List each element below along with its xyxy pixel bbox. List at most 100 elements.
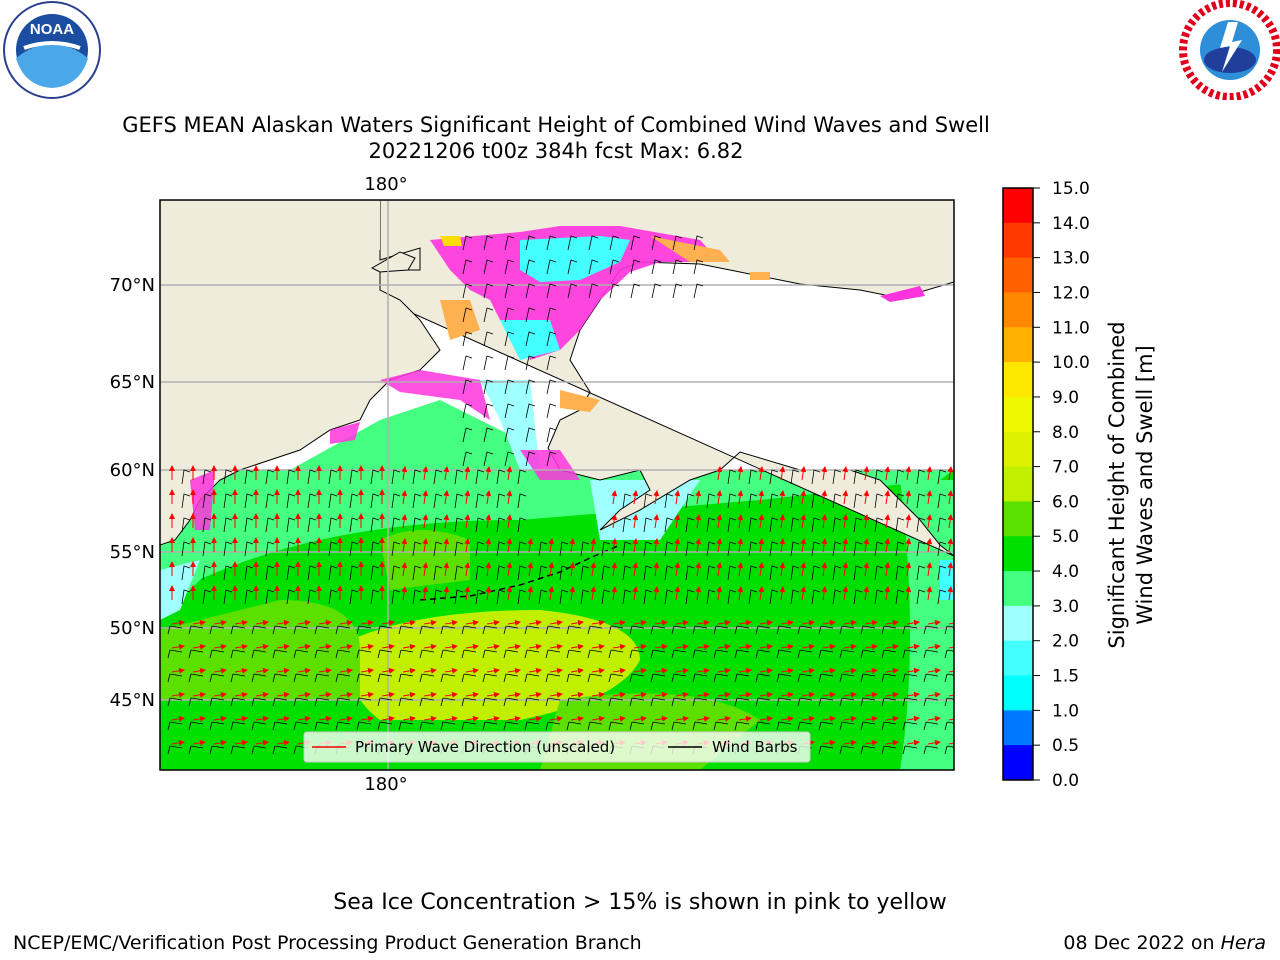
wave-direction-arrow xyxy=(780,619,794,626)
wave-direction-arrow xyxy=(339,667,353,674)
wave-direction-arrow xyxy=(506,538,513,553)
wind-barb xyxy=(664,565,674,581)
wind-barb xyxy=(504,451,515,467)
wind-barb xyxy=(916,541,926,557)
wave-direction-arrow xyxy=(465,691,479,698)
wave-direction-arrow xyxy=(234,619,248,626)
wind-barb xyxy=(546,427,557,443)
wind-barb xyxy=(545,697,561,707)
wind-barb xyxy=(706,517,716,533)
wind-barb xyxy=(567,259,578,275)
wave-direction-arrow xyxy=(843,667,857,674)
wave-direction-arrow xyxy=(947,490,954,505)
wind-barb xyxy=(818,625,834,635)
colorbar-segment xyxy=(1003,710,1033,746)
wind-barb xyxy=(251,649,267,659)
wind-barb xyxy=(923,745,939,755)
wind-barb xyxy=(832,589,842,605)
wind-barb xyxy=(286,469,296,485)
wind-barb xyxy=(629,673,645,683)
wave-direction-arrow xyxy=(528,643,542,650)
wave-direction-arrow xyxy=(318,715,332,722)
wind-barb xyxy=(538,565,548,581)
machine-name: Hera xyxy=(1220,932,1266,954)
wind-barb xyxy=(356,697,372,707)
wave-direction-arrow xyxy=(906,667,920,674)
wind-barb xyxy=(202,589,212,605)
wind-barb xyxy=(748,541,758,557)
wind-barb xyxy=(475,517,485,533)
wave-direction-arrow xyxy=(864,715,878,722)
wind-barb xyxy=(483,259,494,275)
wave-direction-arrow xyxy=(423,643,437,650)
wave-direction-arrow xyxy=(843,691,857,698)
wind-barb xyxy=(244,493,254,509)
wind-barb xyxy=(482,673,498,683)
wave-direction-arrow xyxy=(716,490,723,505)
wave-direction-arrow xyxy=(527,538,534,553)
wind-barb xyxy=(895,469,905,485)
wind-barb xyxy=(959,518,967,532)
wind-barb xyxy=(419,649,435,659)
wind-barb xyxy=(307,565,317,581)
lat-label-65: 65°N xyxy=(110,372,155,393)
wave-direction-arrow xyxy=(738,619,752,626)
wind-barb xyxy=(545,625,561,635)
wind-barb xyxy=(546,451,557,467)
wind-barb xyxy=(608,697,624,707)
wave-direction-arrow xyxy=(675,715,689,722)
wind-barb xyxy=(790,589,800,605)
wind-barb xyxy=(223,589,233,605)
wave-direction-arrow xyxy=(758,562,765,577)
wave-direction-arrow xyxy=(234,739,248,746)
wind-barb xyxy=(650,625,666,635)
wind-barb xyxy=(546,283,557,299)
wind-barb xyxy=(525,379,536,395)
wind-barb xyxy=(230,697,246,707)
wave-direction-arrow xyxy=(716,562,723,577)
wave-direction-arrow xyxy=(485,466,492,481)
wind-barb xyxy=(860,745,876,755)
wave-direction-arrow xyxy=(213,691,227,698)
wave-direction-arrow xyxy=(255,715,269,722)
wind-barb xyxy=(609,235,620,251)
colorbar-tick-label: 9.0 xyxy=(1052,388,1079,408)
wave-direction-arrow xyxy=(549,619,563,626)
wave-direction-arrow xyxy=(779,562,786,577)
wind-barb xyxy=(356,649,372,659)
wind-barb xyxy=(504,355,515,371)
wind-barb xyxy=(504,427,515,443)
wind-barb xyxy=(860,649,876,659)
colorbar-tick-label: 1.0 xyxy=(1052,701,1079,721)
wind-barb xyxy=(517,541,527,557)
wind-barb xyxy=(902,673,918,683)
wind-barb xyxy=(748,565,758,581)
wind-barb xyxy=(672,259,683,275)
wind-barb xyxy=(328,541,338,557)
wave-direction-arrow xyxy=(422,466,429,481)
colorbar-segment xyxy=(1003,605,1033,642)
wave-direction-arrow xyxy=(947,586,954,601)
wave-direction-arrow xyxy=(549,715,563,722)
wind-barb xyxy=(398,625,414,635)
wave-direction-arrow xyxy=(444,619,458,626)
wrangel-island xyxy=(370,251,416,273)
wind-barb xyxy=(391,517,401,533)
wind-barb xyxy=(671,721,687,731)
wind-barb xyxy=(580,565,590,581)
wind-barb xyxy=(727,469,737,485)
wave-direction-arrow xyxy=(884,562,891,577)
wind-barb xyxy=(503,625,519,635)
wind-barb xyxy=(482,721,498,731)
wind-barb xyxy=(433,517,443,533)
wave-direction-arrow xyxy=(591,667,605,674)
wind-barb xyxy=(755,673,771,683)
wind-barb xyxy=(713,697,729,707)
wind-barb xyxy=(504,235,515,251)
wind-barb xyxy=(202,565,212,581)
wind-barb xyxy=(398,649,414,659)
wave-direction-arrow xyxy=(801,691,815,698)
wind-barb xyxy=(475,469,485,485)
wind-barb xyxy=(622,541,632,557)
wind-barb xyxy=(916,565,926,581)
